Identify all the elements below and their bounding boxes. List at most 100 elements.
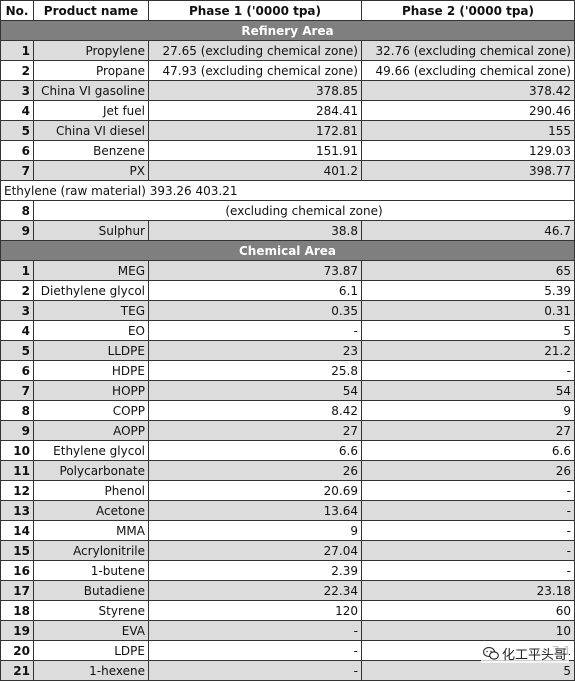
row-number: 4 xyxy=(0,320,34,341)
phase1-value: 8.42 xyxy=(148,400,362,421)
table-row: 4 EO -5 xyxy=(0,320,575,341)
table-row: 17 Butadiene 22.34 23.18 xyxy=(0,580,575,601)
phase1-value: 22.34 xyxy=(148,580,362,601)
row-number: 9 xyxy=(0,420,34,441)
section-title: Refinery Area xyxy=(0,20,575,41)
product-name: HDPE xyxy=(33,360,149,381)
row-number: 3 xyxy=(0,80,34,101)
table-row: 12 Phenol 20.69- xyxy=(0,480,575,501)
product-name: AOPP xyxy=(33,420,149,441)
phase1-value: 401.2 xyxy=(148,160,362,181)
row-number: 8 xyxy=(0,200,34,221)
row-number: 8 xyxy=(0,400,34,421)
product-name: Acrylonitrile xyxy=(33,540,149,561)
row-number: 10 xyxy=(0,440,34,461)
product-name: Phenol xyxy=(33,480,149,501)
product-name: China VI gasoline xyxy=(33,80,149,101)
ethylene-note: (excluding chemical zone) xyxy=(33,200,575,221)
row-number: 11 xyxy=(0,460,34,481)
phase1-value: - xyxy=(148,620,362,641)
phase2-value: 26 xyxy=(361,460,575,481)
phase2-value: 27 xyxy=(361,420,575,441)
product-name: 1-hexene xyxy=(33,660,149,681)
table-row: 3 China VI gasoline 378.85 378.42 xyxy=(0,80,575,101)
table-row: 1 Propylene 27.65 (excluding chemical zone… xyxy=(0,40,575,61)
phase1-value: 6.1 xyxy=(148,280,362,301)
phase1-value: - xyxy=(148,320,362,341)
phase2-value: 60 xyxy=(361,600,575,621)
ethylene-text: Ethylene (raw material) 393.26 403.21 xyxy=(0,180,575,201)
phase1-value: 284.41 xyxy=(148,100,362,121)
product-name: MEG xyxy=(33,260,149,281)
product-name: Sulphur xyxy=(33,220,149,241)
phase1-value: 20.69 xyxy=(148,480,362,501)
phase2-value: 46.7 xyxy=(361,220,575,241)
phase1-value: 151.91 xyxy=(148,140,362,161)
phase2-value: 65 xyxy=(361,260,575,281)
phase1-value: 38.8 xyxy=(148,220,362,241)
phase1-value: 47.93 (excluding chemical zone) xyxy=(148,60,362,81)
product-name: TEG xyxy=(33,300,149,321)
phase2-value: - xyxy=(361,540,575,561)
row-number: 18 xyxy=(0,600,34,621)
table-row: 2 Diethylene glycol 6.1 5.39 xyxy=(0,280,575,301)
row-number: 15 xyxy=(0,540,34,561)
table-row: 2 Propane 47.93 (excluding chemical zone) 4… xyxy=(0,60,575,81)
phase2-value: 23.18 xyxy=(361,580,575,601)
header-no: No. xyxy=(0,0,34,21)
product-name: Jet fuel xyxy=(33,100,149,121)
table-row: 19 EVA -10 xyxy=(0,620,575,641)
table-row: 6 Benzene 151.91 129.03 xyxy=(0,140,575,161)
phase2-value: 398.77 xyxy=(361,160,575,181)
phase2-value: 9 xyxy=(361,400,575,421)
row-number: 7 xyxy=(0,380,34,401)
phase1-value: 27 xyxy=(148,420,362,441)
phase1-value: 73.87 xyxy=(148,260,362,281)
ethylene-note-row: 8 (excluding chemical zone) xyxy=(0,200,575,221)
phase2-value: - xyxy=(361,500,575,521)
product-name: Ethylene glycol xyxy=(33,440,149,461)
phase1-value: 120 xyxy=(148,600,362,621)
product-name: Diethylene glycol xyxy=(33,280,149,301)
phase1-value: 6.6 xyxy=(148,440,362,461)
phase2-value: 5 xyxy=(361,660,575,681)
row-number: 4 xyxy=(0,100,34,121)
phase2-value: 378.42 xyxy=(361,80,575,101)
product-name: EO xyxy=(33,320,149,341)
phase1-value: 26 xyxy=(148,460,362,481)
phase2-value: 32.76 (excluding chemical zone) xyxy=(361,40,575,61)
section-refinery: Refinery Area xyxy=(0,20,575,41)
phase1-value: 25.8 xyxy=(148,360,362,381)
product-name: 1-butene xyxy=(33,560,149,581)
table-row: 7 HOPP 54 54 xyxy=(0,380,575,401)
section-chemical: Chemical Area xyxy=(0,240,575,261)
row-number: 2 xyxy=(0,280,34,301)
table-row: 4 Jet fuel 284.41 290.46 xyxy=(0,100,575,121)
row-number: 1 xyxy=(0,260,34,281)
phase2-value: 21.2 xyxy=(361,340,575,361)
table-row: 3 TEG 0.35 0.31 xyxy=(0,300,575,321)
table-row: 7 PX 401.2 398.77 xyxy=(0,160,575,181)
row-number: 5 xyxy=(0,120,34,141)
row-number: 6 xyxy=(0,140,34,161)
product-name: Polycarbonate xyxy=(33,460,149,481)
product-name: Propane xyxy=(33,60,149,81)
phase1-value: 27.65 (excluding chemical zone) xyxy=(148,40,362,61)
product-name: HOPP xyxy=(33,380,149,401)
phase1-value: 13.64 xyxy=(148,500,362,521)
phase1-value: 0.35 xyxy=(148,300,362,321)
row-number: 17 xyxy=(0,580,34,601)
product-name: MMA xyxy=(33,520,149,541)
row-number: 7 xyxy=(0,160,34,181)
phase1-value: 378.85 xyxy=(148,80,362,101)
header-row: No. Product name Phase 1 ('0000 tpa) Pha… xyxy=(0,0,575,21)
phase2-value: 5 xyxy=(361,320,575,341)
product-name: LLDPE xyxy=(33,340,149,361)
header-product-name: Product name xyxy=(33,0,149,21)
row-number: 13 xyxy=(0,500,34,521)
phase1-value: 2.39 xyxy=(148,560,362,581)
phase2-value: 290.46 xyxy=(361,100,575,121)
phase2-value: - xyxy=(361,360,575,381)
phase2-value: 10 xyxy=(361,620,575,641)
table-row: 9 AOPP 27 27 xyxy=(0,420,575,441)
